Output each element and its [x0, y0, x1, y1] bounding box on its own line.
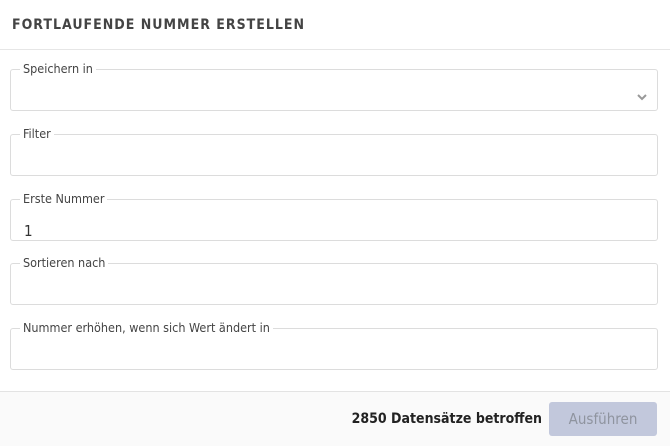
- dialog-header: FORTLAUFENDE NUMMER ERSTELLEN: [0, 0, 670, 50]
- field-label: Erste Nummer: [23, 191, 105, 206]
- first-number-input[interactable]: Erste Nummer 1: [10, 192, 658, 241]
- field-value: 1: [24, 222, 33, 240]
- save-in-select[interactable]: Speichern in: [10, 62, 658, 111]
- field-label: Sortieren nach: [23, 255, 106, 270]
- field-label: Nummer erhöhen, wenn sich Wert ändert in: [23, 320, 270, 335]
- field-label: Speichern in: [23, 61, 93, 76]
- sort-by-input[interactable]: Sortieren nach: [10, 256, 658, 305]
- run-button[interactable]: Ausführen: [549, 402, 657, 436]
- dialog-title: FORTLAUFENDE NUMMER ERSTELLEN: [12, 17, 306, 33]
- increment-on-change-input[interactable]: Nummer erhöhen, wenn sich Wert ändert in: [10, 321, 658, 370]
- field-label: Filter: [23, 126, 51, 141]
- filter-input[interactable]: Filter: [10, 127, 658, 176]
- dialog-footer: 2850 Datensätze betroffen Ausführen: [0, 391, 670, 446]
- affected-records-count: 2850 Datensätze betroffen: [351, 411, 542, 427]
- chevron-down-icon[interactable]: [635, 90, 649, 104]
